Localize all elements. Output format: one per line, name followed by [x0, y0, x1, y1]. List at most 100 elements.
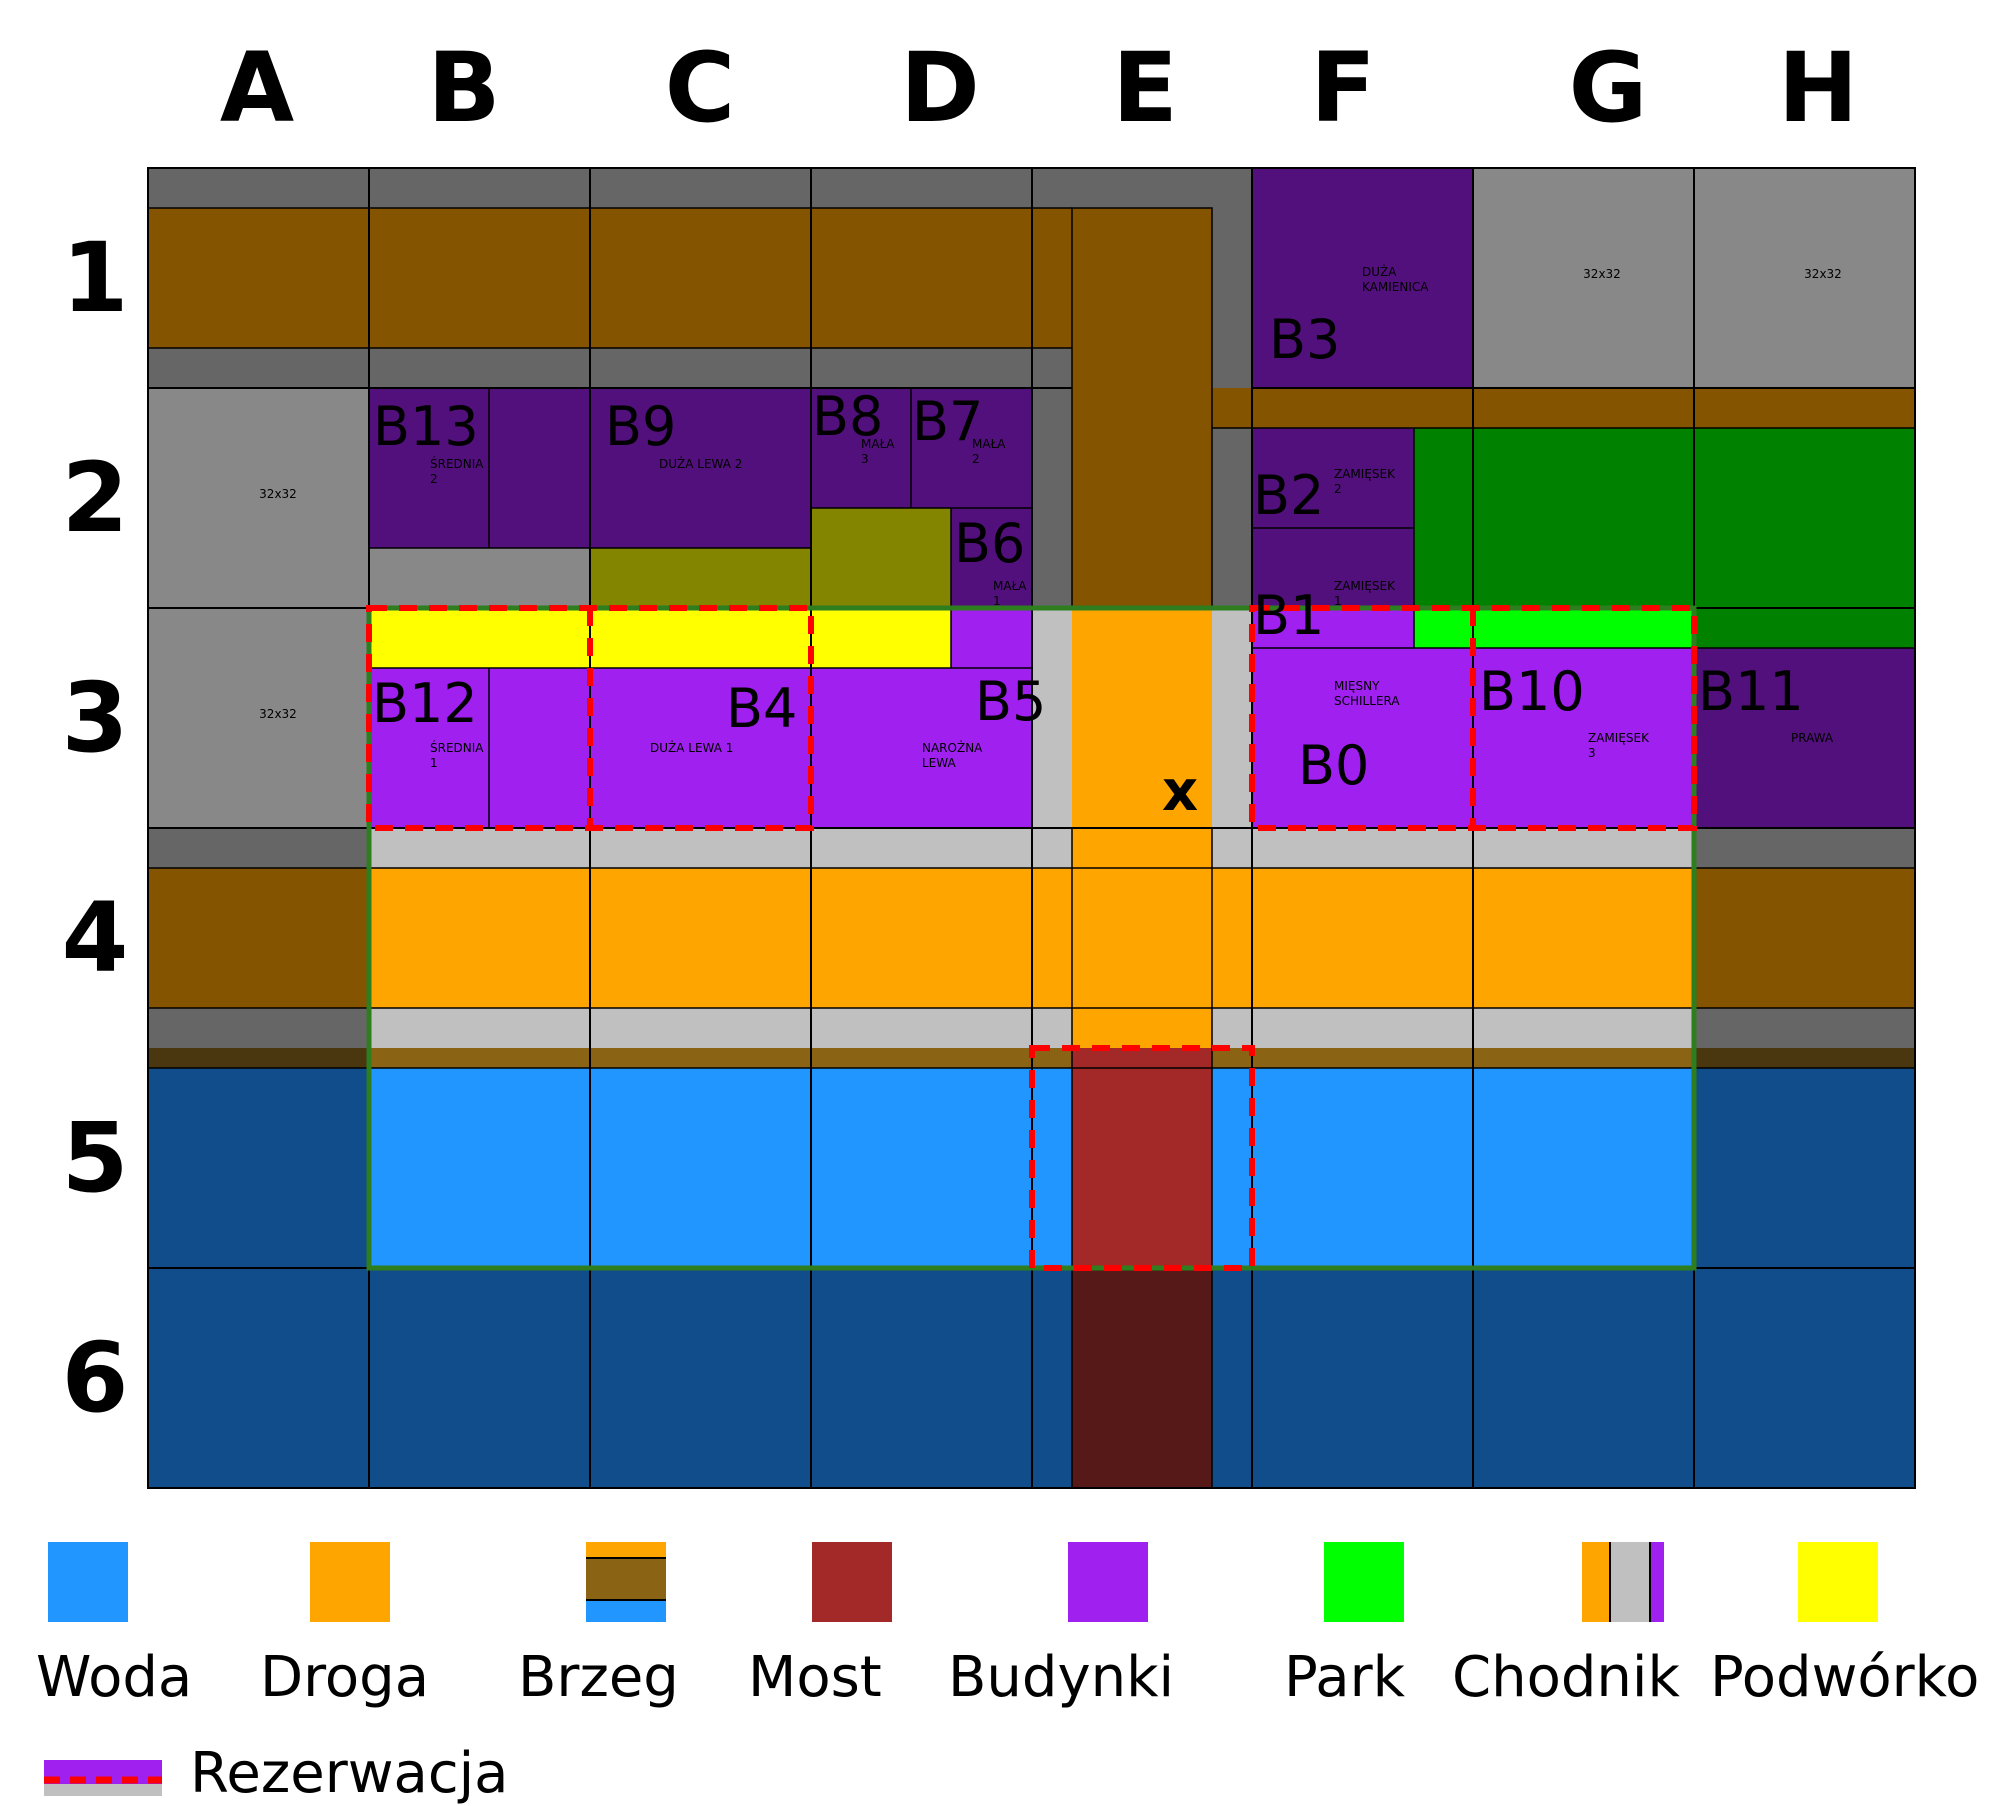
building-label-b5: B5	[975, 670, 1046, 733]
deep-water-H5	[1694, 1068, 1915, 1268]
building-B2-block	[1252, 428, 1414, 528]
column-label-G: G	[1568, 32, 1648, 144]
column-label-C: C	[664, 32, 736, 144]
building-B12-block	[369, 668, 489, 828]
legend-label-road: Droga	[260, 1645, 430, 1710]
row-label-6: 6	[61, 1322, 129, 1434]
bridge-dark-E6	[1072, 1268, 1212, 1488]
street-strip-D2	[1032, 388, 1072, 608]
park-dark-H3	[1694, 608, 1915, 648]
building-type-b3-line2: KAMIENICA	[1362, 280, 1429, 294]
earth-band-row2-right	[1212, 388, 1915, 428]
building-label-b9: B9	[605, 395, 676, 458]
yard-row3	[369, 608, 951, 668]
building-label-b6: B6	[954, 512, 1025, 575]
location-marker: x	[1162, 759, 1198, 824]
legend-label-park: Park	[1284, 1645, 1406, 1710]
placeholder-label-A2: 32x32	[259, 487, 297, 501]
building-type-b9-line1: DUŻA LEWA 2	[659, 456, 742, 471]
street-strip-A4-bottom	[148, 1008, 369, 1048]
legend-label-yard: Podwórko	[1710, 1645, 1980, 1710]
bridge-E5	[1072, 1048, 1212, 1268]
building-B11-block	[1694, 648, 1915, 828]
yard-dark-C2	[590, 548, 811, 608]
building-type-b7-line1: MAŁA	[972, 437, 1006, 451]
legend-swatch-sidewalk	[1582, 1542, 1664, 1622]
building-B8-block	[811, 388, 911, 508]
shore-dark-H5	[1694, 1048, 1915, 1068]
building-type-b1-line1: ZAMIĘSEK	[1334, 579, 1396, 593]
building-B10-block	[1473, 648, 1694, 828]
legend-label-shore: Brzeg	[518, 1645, 679, 1710]
building-type-b8-line1: MAŁA	[861, 437, 895, 451]
building-label-b13: B13	[373, 395, 479, 458]
column-label-D: D	[900, 32, 980, 144]
building-label-b1: B1	[1253, 584, 1324, 647]
building-type-b11-line1: PRAWA	[1791, 731, 1834, 745]
street-strip-E1	[1212, 208, 1252, 388]
legend-swatch-shore	[586, 1542, 666, 1622]
building-B9-block	[489, 388, 811, 548]
legend-label-sidewalk: Chodnik	[1452, 1645, 1680, 1710]
row-label-5: 5	[61, 1102, 129, 1214]
building-type-b2-line2: 2	[1334, 482, 1342, 496]
ground-H1	[1694, 168, 1915, 388]
building-label-b4: B4	[726, 677, 797, 740]
building-B0-block	[1252, 648, 1473, 828]
building-B5-upper	[951, 608, 1032, 668]
building-B13-block	[369, 388, 489, 548]
shore-dark-A5	[148, 1048, 369, 1068]
placeholder-label-H1: 32x32	[1804, 267, 1842, 281]
placeholder-label-G1: 32x32	[1583, 267, 1621, 281]
building-type-b12-line2: 1	[430, 756, 438, 770]
yard-dark-D2	[811, 508, 951, 608]
building-type-b0-line2: SCHILLERA	[1334, 694, 1400, 708]
building-type-b5-line1: NAROŻNA	[922, 740, 983, 755]
row-label-1: 1	[61, 222, 129, 334]
building-label-b7: B7	[912, 390, 983, 453]
column-label-A: A	[219, 32, 295, 144]
row-label-3: 3	[61, 662, 129, 774]
building-type-b5-line2: LEWA	[922, 756, 956, 770]
building-B1-upper	[1252, 528, 1414, 608]
vertical-earth-strip-E	[1072, 208, 1212, 608]
building-type-b2-line1: ZAMIĘSEK	[1334, 467, 1396, 481]
building-type-b6-line2: 1	[993, 594, 1001, 608]
building-type-b6-line1: MAŁA	[993, 579, 1027, 593]
legend-swatch-bridge	[812, 1542, 892, 1622]
street-strip-A4-top	[148, 828, 369, 868]
legend-swatch-water	[48, 1542, 128, 1622]
reservation-E5	[1029, 1045, 1255, 1271]
placeholder-label-A3: 32x32	[259, 707, 297, 721]
building-type-b10-line2: 3	[1588, 746, 1596, 760]
road-E4	[1072, 828, 1212, 1048]
row-label-4: 4	[61, 882, 129, 994]
building-label-b0: B0	[1298, 734, 1369, 797]
building-B5-block	[811, 668, 1032, 828]
legend-swatch-buildings	[1068, 1542, 1148, 1622]
building-type-b13-line1: ŚREDNIA	[430, 456, 484, 471]
street-strip-E2	[1212, 428, 1252, 608]
building-B6-block	[951, 508, 1032, 608]
legend-swatch-reservation	[44, 1760, 162, 1796]
building-label-b8: B8	[812, 385, 883, 448]
legend-label-bridge: Most	[748, 1645, 882, 1710]
sidewalk-left-E3	[1032, 608, 1072, 828]
column-label-E: E	[1112, 32, 1178, 144]
building-type-b12-line1: ŚREDNIA	[430, 740, 484, 755]
earth-H4	[1694, 868, 1915, 1008]
building-label-b3: B3	[1269, 308, 1340, 371]
building-type-b8-line2: 3	[861, 452, 869, 466]
street-strip-H4-bottom	[1694, 1008, 1915, 1048]
building-label-b2: B2	[1253, 464, 1324, 527]
park-row3	[1414, 608, 1694, 648]
reservation-outlines	[366, 605, 1697, 1271]
legend-label-water: Woda	[36, 1645, 193, 1710]
sidewalk-right-E3	[1212, 608, 1252, 828]
deep-water-A5	[148, 1068, 369, 1268]
earth-A4	[148, 868, 369, 1008]
building-type-b3-line1: DUŻA	[1362, 264, 1397, 279]
building-type-b10-line1: ZAMIĘSEK	[1588, 731, 1650, 745]
